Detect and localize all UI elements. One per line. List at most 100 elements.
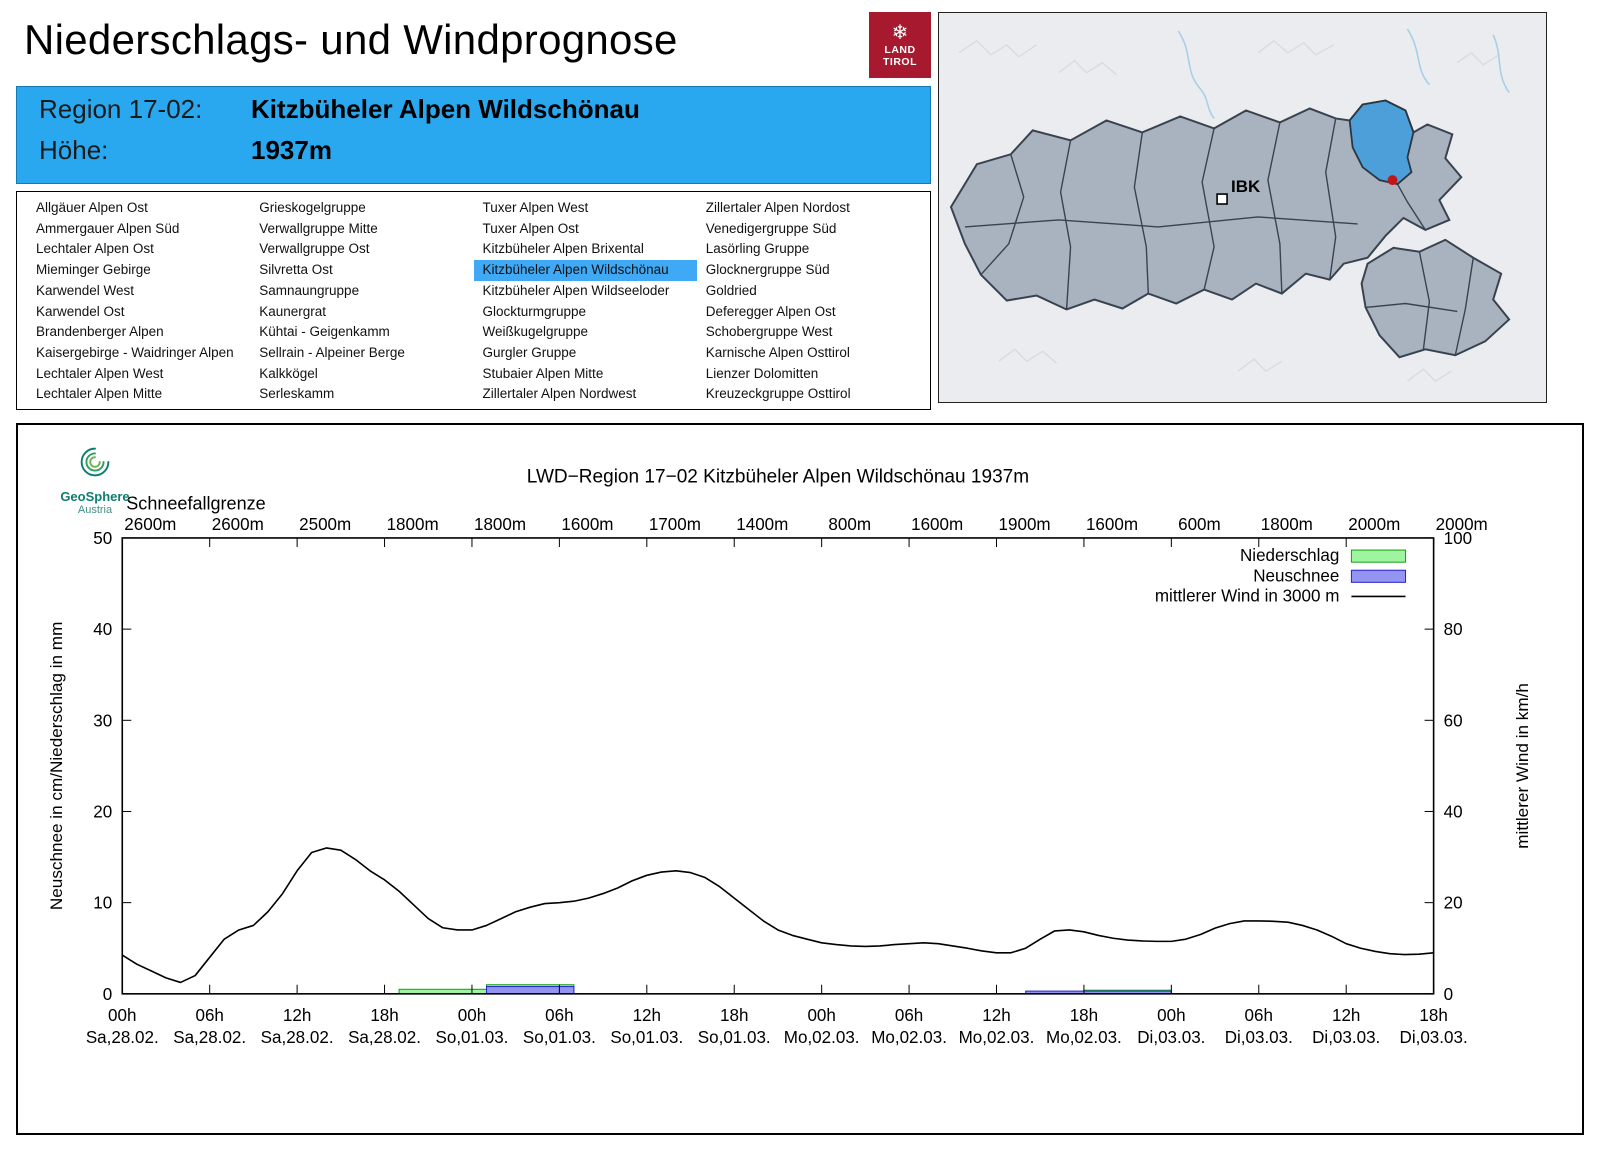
snowline-value: 2600m: [212, 515, 264, 534]
x-tick-day: Mo,02.03.: [959, 1028, 1035, 1047]
y-tick-right-label: 60: [1444, 711, 1463, 730]
region-list-item[interactable]: Lechtaler Alpen Ost: [36, 241, 154, 257]
x-tick-day: So,01.03.: [436, 1028, 509, 1047]
region-list-item[interactable]: Kalkkögel: [259, 365, 318, 381]
x-tick-day: So,01.03.: [610, 1028, 683, 1047]
x-tick-day: Mo,02.03.: [784, 1028, 860, 1047]
region-list-item[interactable]: Lienzer Dolomitten: [705, 365, 819, 381]
region-list-item[interactable]: Verwallgruppe Mitte: [259, 220, 378, 236]
region-borders: [964, 118, 1474, 356]
legend-swatch: [1350, 569, 1407, 583]
x-tick-hour: 06h: [195, 1006, 223, 1025]
region-list-item-selected[interactable]: Kitzbüheler Alpen Wildschönau: [473, 260, 697, 281]
selected-region-shape[interactable]: [1348, 99, 1415, 186]
region-list-item[interactable]: Allgäuer Alpen Ost: [36, 200, 148, 215]
y-tick-right-label: 40: [1444, 802, 1463, 821]
region-list-item[interactable]: Karwendel Ost: [36, 303, 125, 319]
region-list-item[interactable]: Karwendel West: [36, 282, 135, 298]
snowline-value: 2000m: [1348, 515, 1400, 534]
region-list-item[interactable]: Zillertaler Alpen Nordwest: [482, 386, 637, 402]
y-tick-left-label: 10: [93, 894, 112, 913]
region-list-item[interactable]: Silvretta Ost: [259, 262, 333, 278]
snowline-value: 1600m: [1086, 515, 1138, 534]
region-list-item[interactable]: Samnaungruppe: [259, 282, 360, 298]
region-list-item[interactable]: Weißkugelgruppe: [482, 324, 589, 340]
altitude-row: Höhe: 1937m: [39, 135, 908, 176]
top-section: Niederschlags- und Windprognose ❄ LAND T…: [16, 12, 1584, 410]
region-list-item[interactable]: Karnische Alpen Osttirol: [705, 344, 850, 360]
x-tick-hour: 06h: [545, 1006, 573, 1025]
y-tick-left-label: 40: [93, 620, 112, 639]
geosphere-swirl-icon: [80, 447, 110, 477]
legend-swatch: [1350, 549, 1407, 563]
ylabel-right: mittlerer Wind in km/h: [1513, 683, 1532, 849]
ibk-marker: [1216, 193, 1228, 205]
region-list-item[interactable]: Grieskogelgruppe: [259, 200, 366, 215]
chart-title: LWD−Region 17−02 Kitzbüheler Alpen Wilds…: [527, 466, 1029, 487]
region-info-box: Region 17-02: Kitzbüheler Alpen Wildschö…: [16, 86, 931, 184]
east-tyrol-region[interactable]: [1360, 238, 1511, 359]
geosphere-name: GeoSphere: [60, 489, 130, 504]
forecast-chart: LWD−Region 17−02 Kitzbüheler Alpen Wilds…: [47, 466, 1532, 1047]
x-tick-day: Sa,28.02.: [348, 1028, 421, 1047]
region-list-item[interactable]: Deferegger Alpen Ost: [705, 303, 836, 319]
tirol-map[interactable]: IBK: [938, 12, 1547, 403]
region-list-item[interactable]: Lechtaler Alpen West: [36, 365, 164, 381]
region-list-item[interactable]: Sellrain - Alpeiner Berge: [259, 344, 405, 360]
region-list-item[interactable]: Venedigergruppe Süd: [705, 220, 837, 236]
x-tick-day: So,01.03.: [523, 1028, 596, 1047]
region-list-item[interactable]: Gurgler Gruppe: [482, 344, 577, 360]
region-list: Allgäuer Alpen Ost Ammergauer Alpen Süd Le…: [16, 191, 931, 410]
region-list-item[interactable]: Ammergauer Alpen Süd: [36, 220, 180, 236]
terrain-texture: [958, 39, 1500, 382]
region-list-column: Tuxer Alpen West Tuxer Alpen Ost Kitzbühel…: [473, 198, 697, 403]
tirol-map-svg: IBK: [939, 13, 1546, 402]
region-list-item[interactable]: Kitzbüheler Alpen Wildseeloder: [482, 282, 670, 298]
region-list-column: Allgäuer Alpen Ost Ammergauer Alpen Süd Le…: [27, 198, 250, 403]
y-tick-left-label: 50: [93, 529, 112, 548]
ibk-label: IBK: [1231, 177, 1261, 196]
region-list-item[interactable]: Kühtai - Geigenkamm: [259, 324, 390, 340]
region-list-item[interactable]: Mieminger Gebirge: [36, 262, 151, 278]
region-list-item[interactable]: Kreuzeckgruppe Osttirol: [705, 386, 851, 402]
x-tick-hour: 18h: [370, 1006, 398, 1025]
snowline-label: Schneefallgrenze: [126, 494, 265, 514]
page-title: Niederschlags- und Windprognose: [24, 16, 678, 63]
snowline-value: 1800m: [1261, 515, 1313, 534]
region-list-item[interactable]: Goldried: [705, 282, 757, 298]
region-list-item[interactable]: Kaunergrat: [259, 303, 327, 319]
x-tick-hour: 12h: [283, 1006, 311, 1025]
x-tick-day: So,01.03.: [698, 1028, 771, 1047]
region-list-item[interactable]: Tuxer Alpen West: [482, 200, 589, 215]
region-list-item[interactable]: Verwallgruppe Ost: [259, 241, 370, 257]
region-list-column: Zillertaler Alpen Nordost Venedigergruppe…: [697, 198, 920, 403]
region-list-item[interactable]: Zillertaler Alpen Nordost: [705, 200, 850, 215]
snowline-value: 2500m: [299, 515, 351, 534]
region-list-item[interactable]: Stubaier Alpen Mitte: [482, 365, 604, 381]
station-dot: [1387, 175, 1398, 186]
x-tick-hour: 18h: [1419, 1006, 1447, 1025]
x-tick-hour: 12h: [633, 1006, 661, 1025]
x-tick-day: Mo,02.03.: [1046, 1028, 1122, 1047]
x-tick-day: Mo,02.03.: [871, 1028, 947, 1047]
neuschnee-bar: [485, 986, 575, 995]
region-list-item[interactable]: Lechtaler Alpen Mitte: [36, 386, 163, 402]
x-tick-hour: 12h: [1332, 1006, 1360, 1025]
region-list-item[interactable]: Lasörling Gruppe: [705, 241, 810, 257]
snowline-value: 1600m: [561, 515, 613, 534]
wind-line: [121, 847, 1434, 984]
region-list-column: Grieskogelgruppe Verwallgruppe Mitte Verwa…: [250, 198, 473, 403]
region-label: Region 17-02:: [39, 94, 203, 124]
region-list-item[interactable]: Tuxer Alpen Ost: [482, 220, 579, 236]
snowline-value: 1800m: [387, 515, 439, 534]
region-list-item[interactable]: Schobergruppe West: [705, 324, 833, 340]
y-tick-left-label: 30: [93, 711, 112, 730]
land-tirol-logo: ❄ LAND TIROL: [869, 12, 931, 78]
region-list-item[interactable]: Serleskamm: [259, 386, 335, 402]
region-list-item[interactable]: Brandenberger Alpen: [36, 324, 164, 340]
region-list-item[interactable]: Kaisergebirge - Waidringer Alpen: [36, 344, 234, 360]
region-list-item[interactable]: Kitzbüheler Alpen Brixental: [482, 241, 644, 257]
region-list-item[interactable]: Glockturmgruppe: [482, 303, 587, 319]
region-list-item[interactable]: Glocknergruppe Süd: [705, 262, 830, 278]
